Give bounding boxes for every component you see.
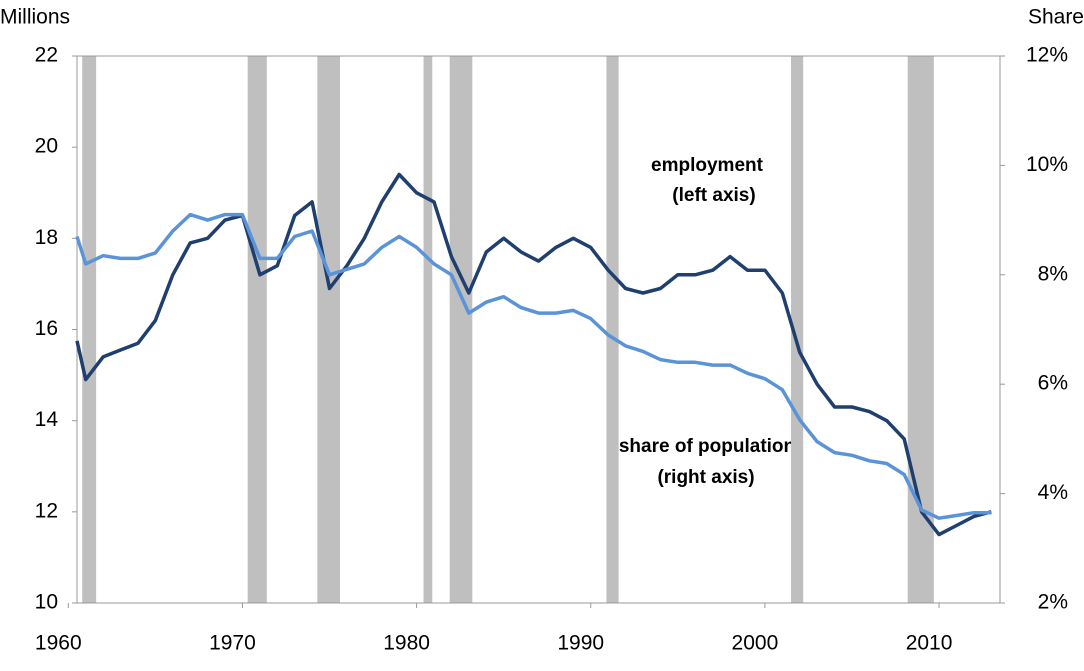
x-tick-label: 1990 <box>557 632 604 655</box>
x-tick-label: 1970 <box>209 632 256 655</box>
y-tick-label: 22 <box>35 44 58 67</box>
y-tick-label: 14 <box>35 408 59 431</box>
recession-band <box>606 56 619 603</box>
series-line <box>75 172 992 537</box>
y-tick-label: 18 <box>35 226 58 249</box>
y-axis-title: Millions <box>0 6 70 29</box>
recession-band <box>317 56 340 603</box>
series-line <box>75 212 992 520</box>
y2-tick-label: 12% <box>1026 44 1068 67</box>
annotation: employment <box>651 155 764 176</box>
x-tick-label: 1980 <box>383 632 430 655</box>
x-tick-label: 1960 <box>35 632 82 655</box>
recession-band <box>791 56 804 603</box>
plot-frame <box>76 55 1001 604</box>
x-tick-label: 2010 <box>906 632 953 655</box>
y2-axis-title: Share <box>1028 6 1084 29</box>
y2-tick-label: 10% <box>1026 153 1068 176</box>
y2-tick-label: 6% <box>1038 372 1068 395</box>
y-tick-label: 20 <box>35 135 58 158</box>
recession-band <box>423 56 433 603</box>
annotation: share of population <box>619 436 795 457</box>
y-tick-label: 16 <box>35 317 58 340</box>
recession-band <box>82 56 97 603</box>
recession-band <box>247 56 267 603</box>
y-tick-label: 10 <box>35 591 58 614</box>
y-tick-label: 12 <box>35 499 58 522</box>
x-tick-label: 2000 <box>732 632 779 655</box>
recession-band <box>449 56 473 603</box>
annotation: (left axis) <box>672 185 755 206</box>
annotation: (right axis) <box>657 467 754 488</box>
y2-tick-label: 2% <box>1038 591 1068 614</box>
y2-tick-label: 4% <box>1038 481 1068 504</box>
y2-tick-label: 8% <box>1038 262 1068 285</box>
